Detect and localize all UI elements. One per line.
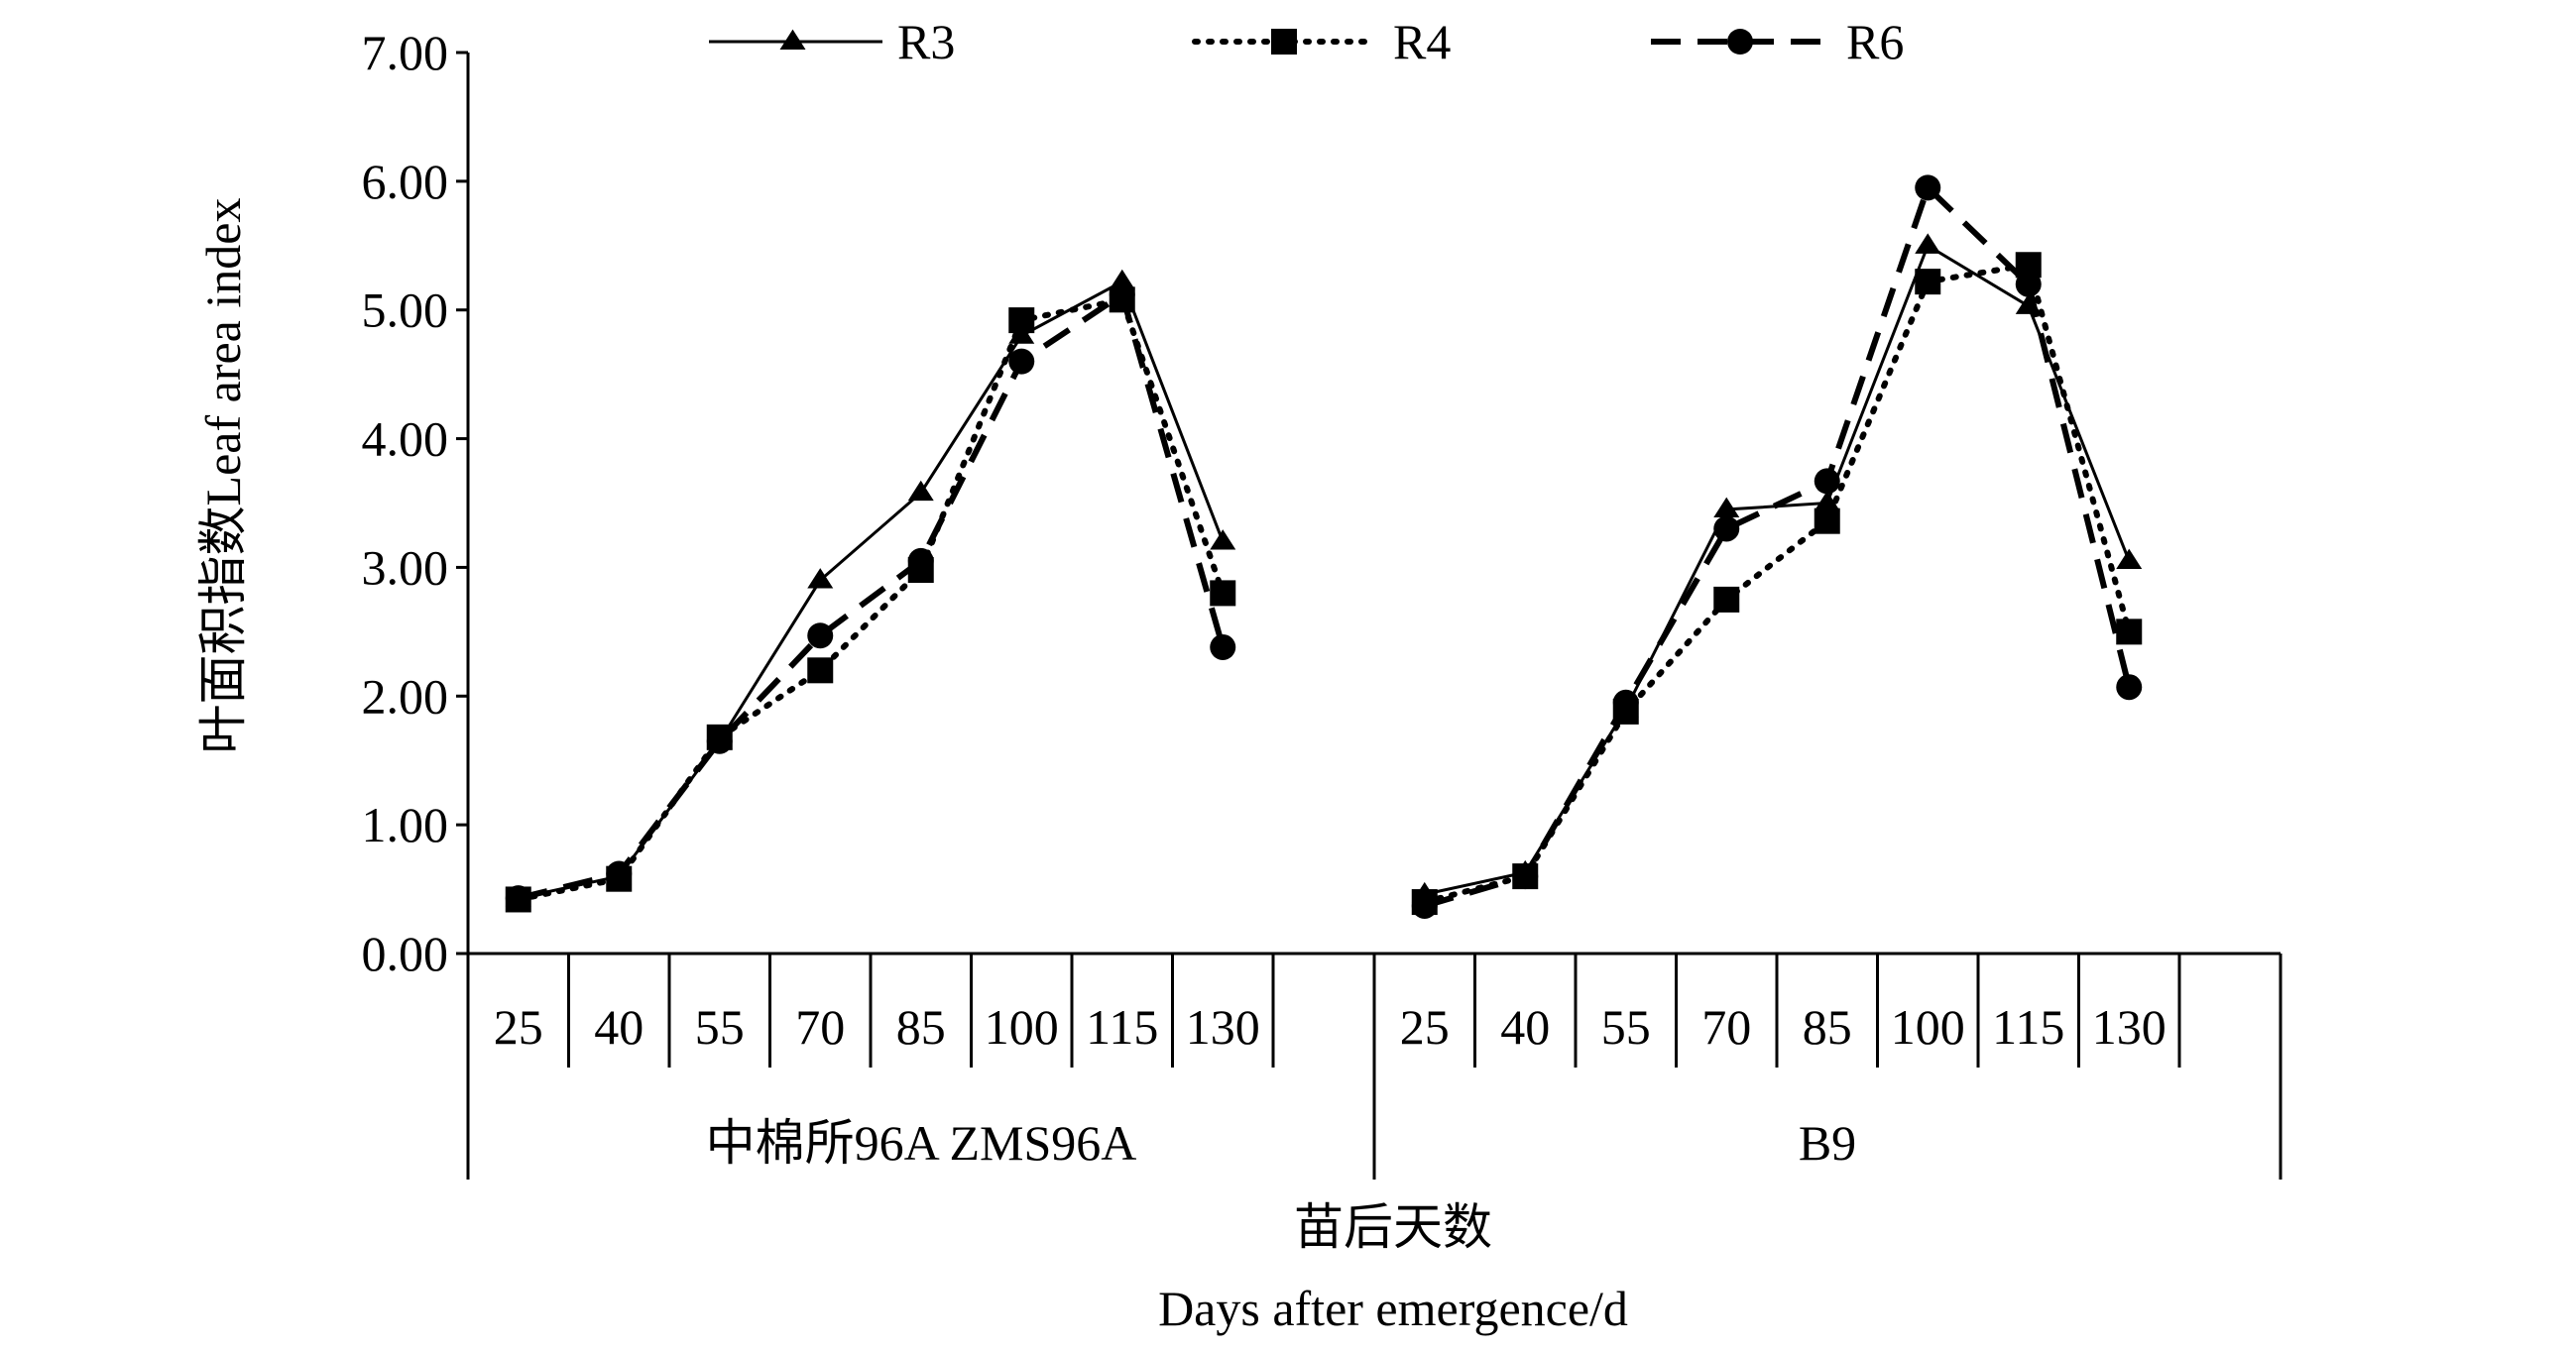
x-day-label: 55: [1601, 999, 1651, 1055]
y-axis-title: 叶面积指数Leaf area index: [195, 198, 251, 754]
x-day-label: 70: [795, 999, 845, 1055]
series-line-r3: [519, 282, 1224, 898]
marker-circle: [1008, 349, 1034, 375]
legend-label: R3: [897, 14, 955, 69]
series-line-r3: [1425, 246, 2130, 894]
marker-square: [807, 657, 833, 683]
y-tick-label: 2.00: [362, 668, 449, 724]
x-axis-title-en: Days after emergence/d: [1158, 1281, 1628, 1336]
marker-square: [1713, 587, 1739, 613]
x-axis-title-cn: 苗后天数: [1294, 1199, 1492, 1255]
series-r3-group-2: [1412, 233, 2143, 902]
x-day-label: 85: [896, 999, 946, 1055]
marker-triangle: [2116, 549, 2142, 569]
marker-circle: [1727, 29, 1753, 55]
marker-triangle: [1713, 498, 1739, 517]
y-tick-label: 0.00: [362, 926, 449, 981]
x-day-label: 100: [985, 999, 1059, 1055]
x-day-label: 100: [1891, 999, 1965, 1055]
legend-item-r3: R3: [709, 14, 955, 69]
legend-item-r4: R4: [1195, 14, 1451, 69]
x-day-label: 25: [1400, 999, 1450, 1055]
x-day-label: 40: [594, 999, 644, 1055]
x-day-label: 25: [494, 999, 543, 1055]
marker-circle: [1613, 690, 1639, 716]
marker-triangle: [1915, 233, 1940, 253]
series-r6-group-1: [506, 282, 1236, 911]
y-tick-label: 1.00: [362, 797, 449, 852]
legend-label: R6: [1846, 14, 1904, 69]
marker-triangle: [1210, 529, 1235, 549]
marker-circle: [1915, 174, 1940, 200]
series-r6-group-2: [1412, 174, 2143, 919]
x-day-label: 85: [1803, 999, 1852, 1055]
marker-circle: [707, 729, 733, 754]
marker-square: [1008, 307, 1034, 333]
marker-circle: [1512, 863, 1538, 889]
marker-circle: [2116, 674, 2142, 700]
marker-square: [1815, 508, 1840, 534]
x-group-label: B9: [1799, 1115, 1856, 1171]
series-line-r6: [519, 294, 1224, 898]
marker-circle: [506, 885, 531, 911]
x-day-label: 115: [1086, 999, 1158, 1055]
marker-square: [1271, 29, 1297, 55]
leaf-area-index-chart: 0.00 1.00 2.00 3.00 4.00 5.00 6.00 7.00 25 40 55 7…: [0, 0, 2576, 1352]
legend-item-r6: R6: [1651, 14, 1904, 69]
x-day-label: 115: [1992, 999, 2064, 1055]
y-axis-title-en: Leaf area index: [195, 198, 251, 507]
x-day-label: 40: [1500, 999, 1550, 1055]
y-tick-label: 5.00: [362, 282, 449, 338]
x-day-label: 55: [695, 999, 745, 1055]
marker-square: [2116, 619, 2142, 644]
marker-circle: [1110, 282, 1135, 307]
x-day-label: 70: [1701, 999, 1751, 1055]
series-r3-group-1: [506, 270, 1236, 906]
x-group-label: 中棉所96A ZMS96A: [706, 1115, 1137, 1171]
series-r4-group-2: [1412, 252, 2143, 915]
marker-square: [1915, 269, 1940, 294]
marker-circle: [1815, 468, 1840, 494]
y-axis-title-cn: 叶面积指数: [195, 506, 251, 753]
marker-circle: [908, 548, 934, 574]
series-layer: [506, 174, 2143, 919]
y-tick-label: 6.00: [362, 154, 449, 209]
x-axis: 25 40 55 70 85 100 115 130 中棉所96A ZMS96A 25 40 55 70…: [468, 954, 2281, 1180]
marker-square: [1210, 580, 1235, 606]
y-tick-label: 3.00: [362, 539, 449, 595]
marker-triangle: [780, 30, 806, 50]
y-tick-label: 4.00: [362, 411, 449, 467]
marker-circle: [1412, 893, 1438, 919]
legend: R3 R4 R6: [709, 14, 1904, 69]
series-line-r4: [1425, 265, 2130, 902]
x-day-label: 130: [1186, 999, 1260, 1055]
marker-circle: [606, 860, 632, 886]
y-tick-label: 7.00: [362, 25, 449, 80]
marker-triangle: [908, 481, 934, 501]
marker-circle: [807, 622, 833, 648]
legend-label: R4: [1393, 14, 1451, 69]
marker-circle: [2016, 272, 2042, 297]
marker-circle: [1210, 634, 1235, 660]
marker-circle: [1713, 515, 1739, 541]
x-day-label: 130: [2092, 999, 2166, 1055]
y-axis: 0.00 1.00 2.00 3.00 4.00 5.00 6.00 7.00: [362, 25, 469, 981]
